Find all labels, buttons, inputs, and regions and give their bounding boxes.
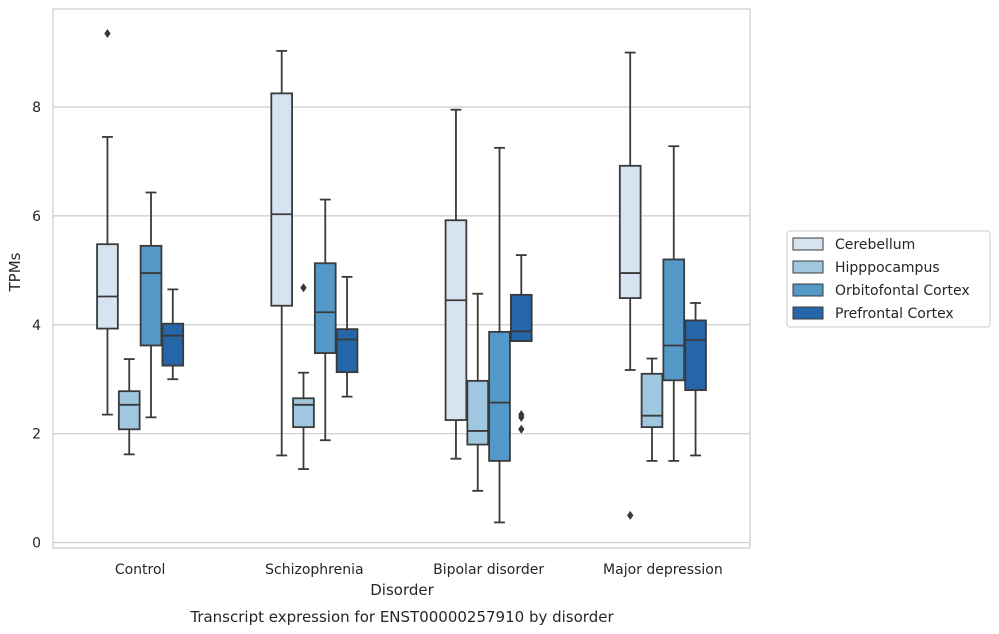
legend-swatch [792,260,824,274]
box-prefrontal-cortex [335,275,359,398]
legend-swatch [792,283,824,297]
box-body [96,243,119,330]
box-body [313,262,337,354]
box-hipppocampus [640,357,664,462]
box-cerebellum [618,51,642,520]
outlier-point [627,510,634,520]
legend-label: Orbitofontal Cortex [835,283,970,299]
outlier-point [518,424,525,434]
box-body [270,92,293,307]
plot-area-frame [52,8,751,549]
legend: Cerebellum Hipppocampus Orbitofontal Corte… [786,230,991,328]
outlier-point [300,283,307,293]
box-hipppocampus [117,358,141,456]
x-tick-labels: Control Schizophrenia Bipolar disorder Majo… [115,562,723,578]
y-tick-label: 4 [32,318,41,334]
box-body [684,319,707,392]
legend-swatch [792,306,824,320]
legend-frame [786,230,991,328]
box-orbitofontal-cortex [139,191,163,419]
legend-label: Cerebellum [835,237,915,253]
box-body [444,219,468,421]
box-hipppocampus [466,292,490,492]
box-cerebellum [96,29,119,416]
box-orbitofontal-cortex [662,145,686,462]
box-body [466,379,490,446]
box-prefrontal-cortex [684,302,707,457]
legend-label: Hipppocampus [835,260,940,276]
x-axis-label: Disorder [370,581,434,599]
box-orbitofontal-cortex [313,198,337,442]
x-tick-label: Schizophrenia [265,562,363,578]
chart-caption: Transcript expression for ENST0000025791… [189,608,614,626]
box-hipppocampus [292,283,315,470]
box-orbitofontal-cortex [488,146,511,524]
box-cerebellum [270,50,293,457]
y-tick-label: 0 [32,536,41,552]
box-body [618,164,642,300]
box-body [139,244,163,347]
box-body [335,328,359,374]
box-cerebellum [444,108,468,460]
outlier-point [104,29,111,38]
y-tick-labels: 0 2 4 6 8 [32,100,41,552]
box-body [292,397,315,429]
outlier-point [518,410,525,420]
box-body [161,322,185,367]
legend-swatch [792,237,824,251]
box-groups [96,29,707,524]
y-tick-label: 6 [32,209,41,225]
box-body [662,258,686,382]
box-body [117,390,141,431]
y-axis-label: TPMs [6,252,24,292]
box-body [488,330,511,462]
box-body [640,372,664,429]
legend-label: Prefrontal Cortex [835,306,954,322]
x-tick-label: Major depression [603,562,723,578]
x-tick-label: Bipolar disorder [433,562,544,578]
box-prefrontal-cortex [510,254,533,434]
x-tick-label: Control [115,562,166,578]
box-prefrontal-cortex [161,288,185,381]
box-body [510,293,533,343]
y-tick-label: 8 [32,100,41,116]
y-tick-label: 2 [32,427,41,443]
